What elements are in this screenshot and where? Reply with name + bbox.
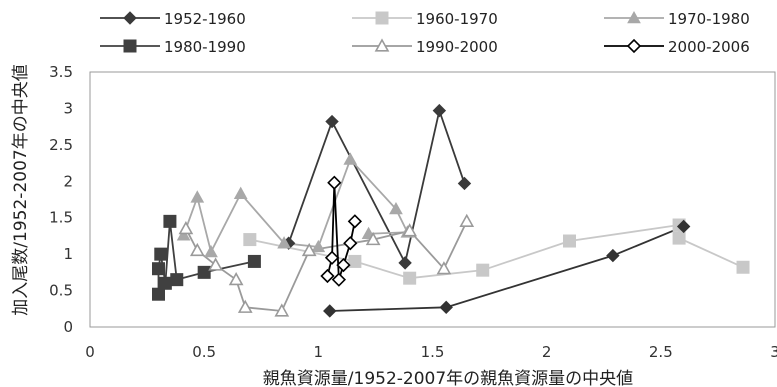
data-point	[154, 247, 168, 261]
y-tick-label: 1	[63, 245, 73, 263]
data-point	[324, 250, 340, 265]
legend-label: 1960-1970	[416, 10, 498, 28]
plot-frame	[89, 71, 776, 328]
data-point	[736, 260, 750, 274]
data-point	[402, 223, 418, 237]
y-tick-label: 2	[63, 172, 73, 190]
data-point	[208, 257, 223, 271]
x-tick-label: 0.5	[192, 343, 216, 361]
x-tick-label: 1.5	[421, 343, 445, 361]
x-tick-label: 2.5	[649, 343, 673, 361]
data-point	[158, 276, 172, 290]
data-point	[365, 231, 381, 246]
data-point	[274, 303, 290, 317]
data-point	[190, 190, 205, 203]
data-point	[331, 272, 347, 287]
data-point	[336, 257, 351, 273]
legend-label: 1980-1990	[164, 38, 246, 56]
legend-marker	[123, 11, 137, 25]
y-axis-label: 加入尾数/1952-2007年の中央値	[11, 64, 31, 315]
legend-label: 1970-1980	[668, 10, 750, 28]
data-point	[233, 186, 248, 199]
data-point	[178, 220, 194, 235]
data-point	[347, 214, 362, 229]
legend-marker	[374, 38, 390, 52]
y-tick-label: 1.5	[49, 209, 73, 227]
data-point	[163, 214, 177, 228]
data-point	[152, 287, 165, 301]
legend-label: 1952-1960	[164, 10, 246, 28]
data-point	[348, 254, 362, 268]
y-tick-label: 3	[63, 99, 73, 117]
data-point	[152, 262, 165, 276]
data-point	[672, 231, 686, 245]
data-point	[197, 265, 211, 279]
data-point	[311, 239, 326, 253]
data-point	[323, 304, 337, 318]
data-point	[403, 271, 417, 285]
data-point	[436, 261, 452, 275]
data-point	[228, 271, 244, 286]
x-axis-label: 親魚資源量/1952-2007年の親魚資源量の中央値	[263, 369, 633, 387]
series-lines	[157, 107, 744, 312]
data-point	[204, 244, 218, 258]
y-tick-label: 0.5	[49, 282, 73, 300]
legend: 1952-1960 1960-1970 1970-1980 1980-1990 1990…	[100, 10, 750, 56]
legend-marker	[123, 39, 137, 53]
series-line	[185, 220, 468, 312]
x-tick-label: 0	[85, 343, 95, 361]
legend-marker	[627, 10, 641, 24]
data-point	[189, 242, 205, 257]
data-point	[320, 268, 335, 284]
data-point	[563, 234, 576, 248]
data-point	[277, 236, 291, 249]
data-point	[343, 152, 358, 165]
legend-marker	[375, 11, 389, 25]
tick-layer: 0 0.5 1 1.5 2 2.5 3 0 0.5 1 1.5 2 2.5 3 3.5	[49, 63, 777, 361]
y-tick-label: 0	[63, 318, 73, 336]
x-tick-label: 1	[314, 343, 324, 361]
legend-label: 2000-2006	[668, 38, 750, 56]
data-point	[243, 233, 257, 247]
data-point	[325, 114, 339, 129]
data-point	[301, 242, 317, 257]
data-point	[459, 213, 475, 227]
data-point	[457, 176, 472, 191]
data-point	[247, 254, 261, 268]
x-tick-label: 2	[542, 343, 552, 361]
data-point	[439, 300, 453, 315]
y-tick-label: 2.5	[49, 136, 73, 154]
x-tick-label: 3	[770, 343, 777, 361]
data-point	[676, 219, 691, 234]
series-line	[182, 157, 409, 255]
legend-marker	[626, 38, 642, 54]
data-point	[327, 175, 342, 190]
data-point	[343, 236, 358, 251]
legend-label: 1990-2000	[416, 38, 498, 56]
series-line	[329, 225, 685, 312]
data-point	[237, 299, 253, 313]
data-point	[432, 103, 447, 118]
data-point	[476, 263, 490, 277]
data-point	[606, 248, 620, 263]
data-point	[170, 273, 184, 287]
series-markers	[152, 103, 750, 318]
data-point	[398, 256, 412, 270]
y-tick-label: 3.5	[49, 63, 73, 81]
data-point	[176, 228, 191, 241]
data-point	[389, 201, 403, 215]
